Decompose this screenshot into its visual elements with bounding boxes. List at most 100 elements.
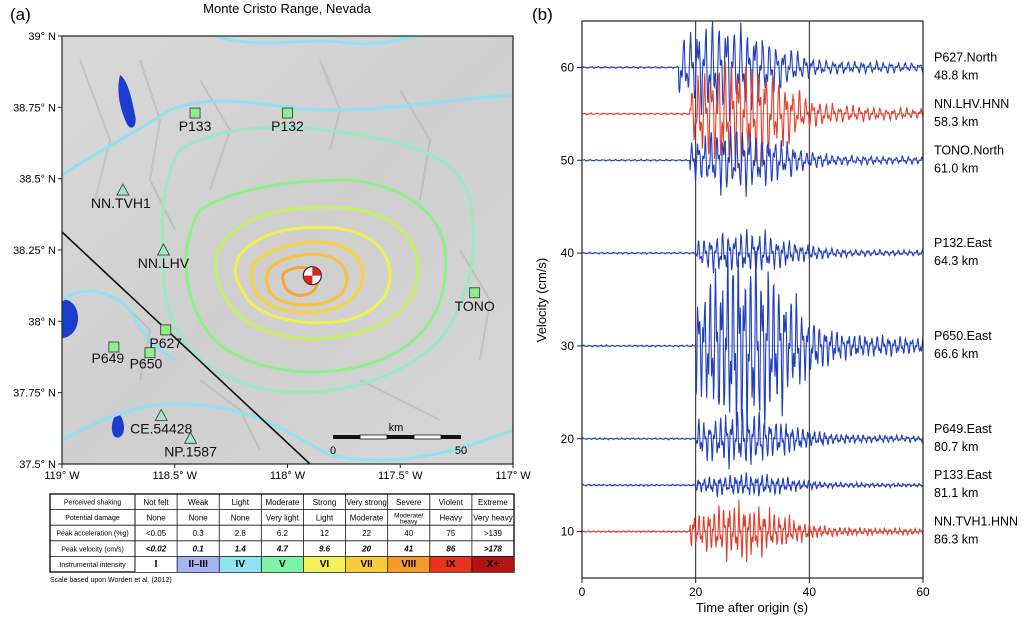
table-cell: 6.2 xyxy=(277,529,289,538)
table-cell: >139 xyxy=(484,529,503,538)
y-axis-label: Velocity (cm/s) xyxy=(534,258,549,343)
station-square-marker xyxy=(189,107,201,119)
trace-name-label: P133.East xyxy=(934,468,992,482)
table-cell: VII xyxy=(360,559,372,570)
trace-labels: P627.North 48.8 km NN.LHV.HNN 58.3 km TONO.N… xyxy=(934,50,1018,546)
station-square-marker xyxy=(160,324,172,336)
table-cell: 20 xyxy=(361,545,371,554)
table-cell: II–III xyxy=(188,559,208,570)
plot-axis-ticks: 0 20 40 60 10 20 30 40 50 60 xyxy=(561,60,930,599)
trace-distance-label: 80.7 km xyxy=(934,440,978,454)
table-cell: 86 xyxy=(446,545,455,554)
station-label: TONO xyxy=(455,298,495,314)
table-cell: 4.7 xyxy=(276,545,289,554)
table-cell: IV xyxy=(236,559,246,570)
table-cell: Heavy xyxy=(439,513,462,522)
table-cell: 22 xyxy=(362,529,371,538)
seismogram-trace xyxy=(582,228,923,274)
trace-name-label: P132.East xyxy=(934,236,992,250)
table-row-header: Instrumental intensity xyxy=(59,562,126,569)
intensity-color-cell xyxy=(429,556,472,572)
station-square-marker xyxy=(282,107,293,119)
seismogram-trace xyxy=(582,60,923,172)
intensity-color-cell xyxy=(471,556,514,572)
state-boundary xyxy=(62,231,311,464)
station-label: NP.1587 xyxy=(164,443,217,459)
station-label: P627 xyxy=(149,335,182,351)
table-cell: 0.1 xyxy=(193,545,205,554)
trace-name-label: P627.North xyxy=(934,50,997,64)
table-cell: Very strong xyxy=(346,498,386,507)
trace-name-label: P650.East xyxy=(934,329,992,343)
table-cell: VI xyxy=(320,559,330,570)
seismogram-trace xyxy=(582,499,923,563)
map-x-tick-label: 118.5° W xyxy=(152,470,197,482)
map-y-tick-label: 37.5° N xyxy=(19,459,56,471)
panel-b-label: (b) xyxy=(532,5,553,24)
table-cell: 1.4 xyxy=(235,545,247,554)
epicenter-beachball-icon xyxy=(302,266,322,286)
lake-walker xyxy=(118,75,136,128)
station-triangle-marker xyxy=(154,408,168,421)
table-cell: heavy xyxy=(400,519,418,526)
scale-bar-seg xyxy=(387,435,414,439)
trace-name-label: NN.LHV.HNN xyxy=(934,97,1009,111)
panel-a-label: (a) xyxy=(10,5,31,24)
plot-border xyxy=(581,20,924,579)
station-triangle-marker xyxy=(183,431,198,444)
x-tick-label: 20 xyxy=(689,585,703,599)
station-square-marker xyxy=(108,341,120,353)
table-cell: I xyxy=(155,559,158,570)
y-tick-label: 10 xyxy=(561,525,575,539)
map-layer xyxy=(62,36,513,464)
map-x-tick-label: 117° W xyxy=(495,470,531,482)
station-label: P132 xyxy=(271,118,304,134)
trace-distance-label: 58.3 km xyxy=(934,115,978,129)
intensity-color-cell xyxy=(387,556,430,572)
table-cell: Very heavy xyxy=(473,513,513,522)
intensity-color-cell xyxy=(261,556,304,572)
table-cell: Strong xyxy=(313,498,337,507)
table-cell: Weak xyxy=(188,498,209,507)
lake-crowley xyxy=(111,413,124,438)
table-cell: Severe xyxy=(396,498,422,507)
scale-bar-seg xyxy=(441,435,461,439)
intensity-contours xyxy=(62,36,513,462)
table-cell: IX xyxy=(446,559,456,570)
table-cell: Light xyxy=(232,498,250,507)
y-tick-label: 20 xyxy=(561,432,575,446)
table-cell: Violent xyxy=(439,498,464,507)
seismogram-plot: 0 20 40 60 10 20 30 40 50 60 P627.North 48.8 km NN.… xyxy=(534,20,1018,615)
table-cell: V xyxy=(279,559,286,570)
map-x-tick-label: 117.5° W xyxy=(378,470,423,482)
map-axis-ticks: 119° W 118.5° W 118° W 117.5° W 117° W 39° N 3… xyxy=(13,31,531,482)
map-title: Monte Cristo Range, Nevada xyxy=(203,1,371,16)
intensity-color-cell xyxy=(135,556,178,572)
table-cell: None xyxy=(146,513,166,522)
trace-distance-label: 64.3 km xyxy=(934,254,978,268)
map-y-tick-label: 38.25° N xyxy=(13,245,56,257)
intensity-color-cell xyxy=(177,556,220,572)
station-label: CE.54428 xyxy=(130,420,192,436)
station-label: P133 xyxy=(179,118,212,134)
lake-mono xyxy=(62,299,78,338)
table-cell: 0.3 xyxy=(193,529,205,538)
trace-distance-label: 66.6 km xyxy=(934,347,978,361)
station-label: NN.LHV xyxy=(138,255,190,271)
scale-bar-unit: km xyxy=(389,422,404,434)
scale-bar: km 0 50 xyxy=(330,422,467,457)
table-cell: Moderate xyxy=(265,498,299,507)
map-y-tick-label: 38.5° N xyxy=(19,174,56,186)
map-y-tick-label: 38° N xyxy=(28,316,56,328)
station-triangle-marker xyxy=(116,183,130,196)
scale-bar-seg xyxy=(333,435,360,439)
table-cell: None xyxy=(189,513,209,522)
trace-name-label: NN.TVH1.HNN xyxy=(934,515,1018,529)
map-frame: 119° W 118.5° W 118° W 117.5° W 117° W 39° N 3… xyxy=(13,31,531,482)
map-x-tick-label: 119° W xyxy=(44,470,80,482)
table-cell: None xyxy=(231,513,251,522)
table-cell: 41 xyxy=(403,545,413,554)
station-label: NN.TVH1 xyxy=(91,195,151,211)
map-y-tick-label: 38.75° N xyxy=(13,102,56,114)
